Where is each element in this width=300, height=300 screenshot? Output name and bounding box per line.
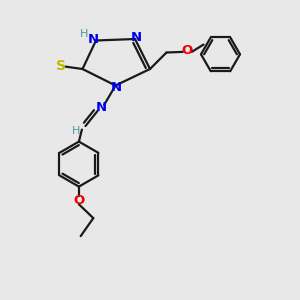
Text: N: N xyxy=(88,33,99,46)
Text: O: O xyxy=(181,44,193,57)
Text: H: H xyxy=(80,29,88,39)
Text: N: N xyxy=(96,101,107,114)
Text: H: H xyxy=(72,126,81,136)
Text: N: N xyxy=(111,81,122,94)
Text: S: S xyxy=(56,59,66,73)
Text: O: O xyxy=(74,194,85,207)
Text: N: N xyxy=(131,31,142,44)
